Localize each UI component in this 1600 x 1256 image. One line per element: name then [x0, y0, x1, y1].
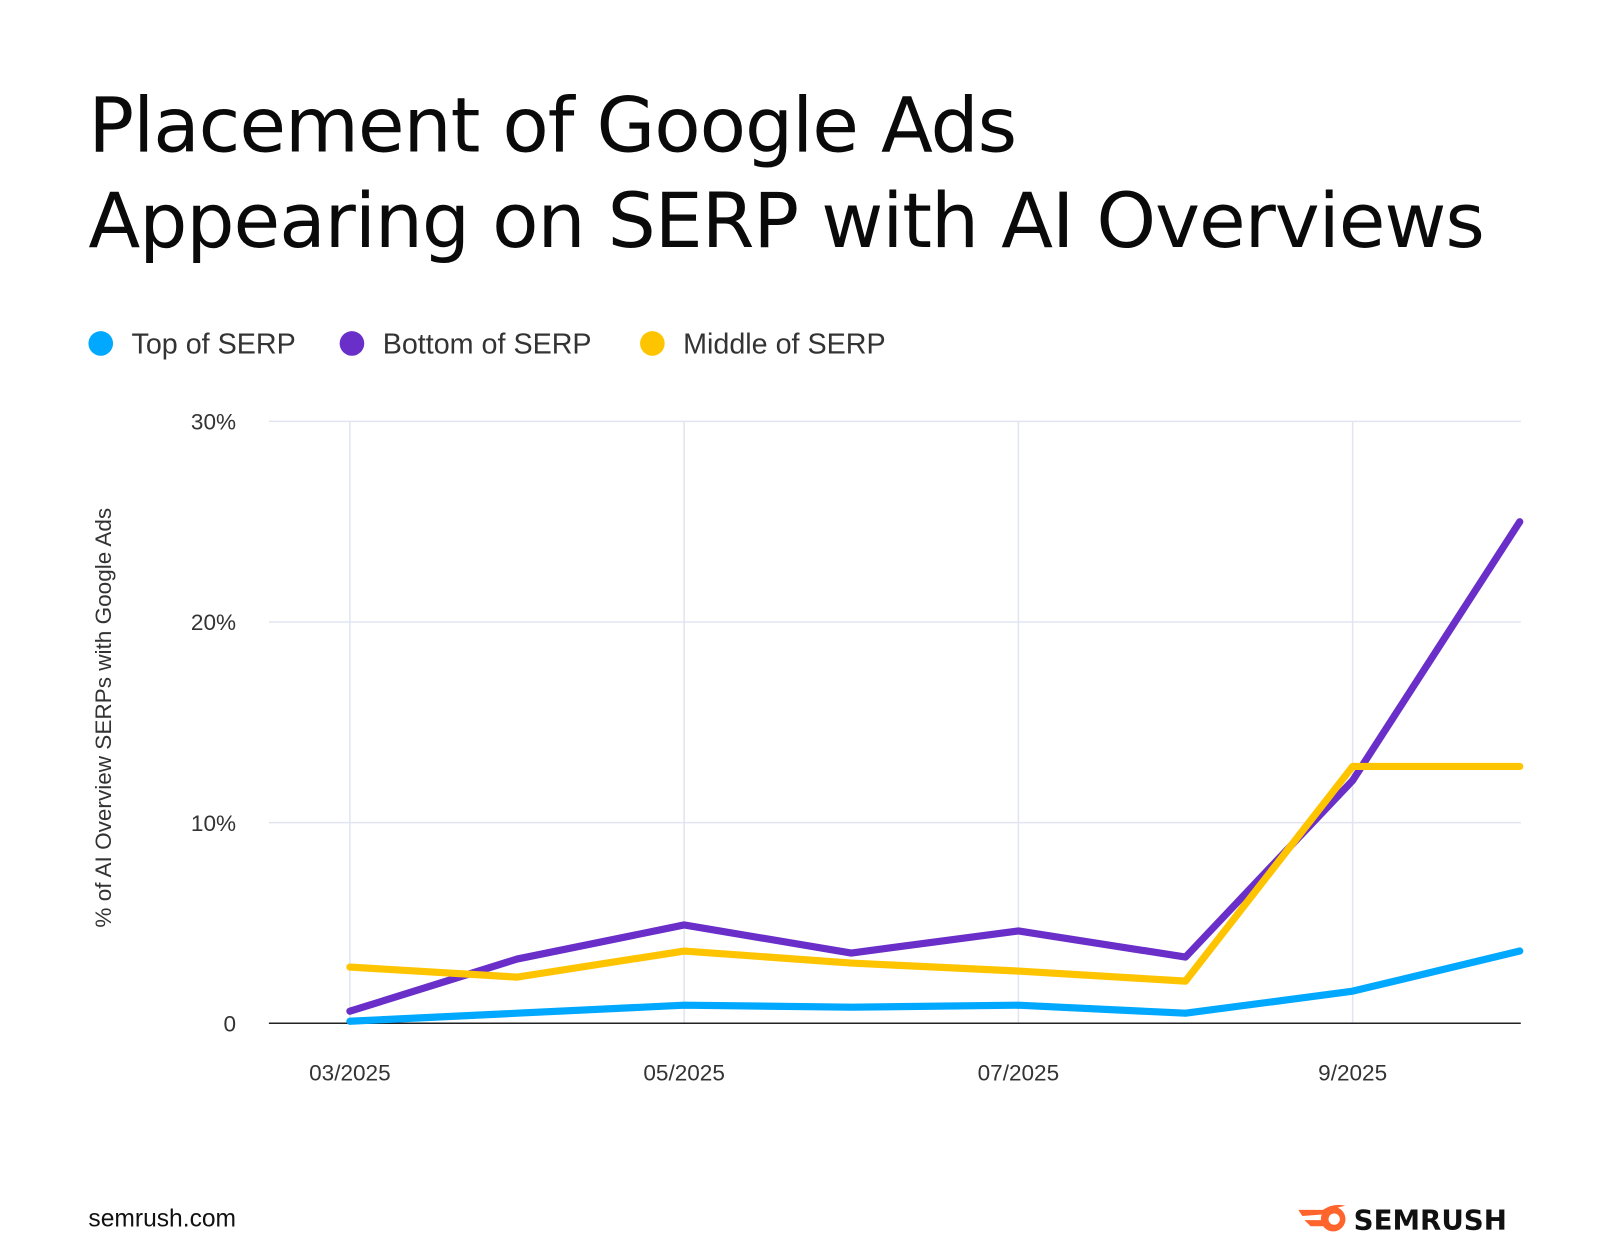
- chart-title-line-1: Placement of Google Ads: [88, 82, 1016, 170]
- legend-label: Bottom of SERP: [383, 329, 592, 361]
- y-tick-label: 10%: [191, 811, 236, 836]
- brand-name: SEMRUSH: [1354, 1203, 1507, 1236]
- semrush-logo: SEMRUSH: [1298, 1203, 1507, 1236]
- legend-label: Middle of SERP: [683, 329, 886, 361]
- series-line-top-of-serp: [346, 947, 1524, 1025]
- series-line-middle-of-serp: [346, 762, 1524, 985]
- y-tick-label: 30%: [191, 410, 236, 435]
- source-text: semrush.com: [88, 1205, 236, 1232]
- y-tick-label: 0: [224, 1011, 237, 1036]
- y-axis-label: % of AI Overview SERPs with Google Ads: [91, 508, 116, 928]
- y-tick-label: 20%: [191, 610, 236, 635]
- legend-marker: [640, 331, 665, 356]
- x-tick-label: 03/2025: [309, 1061, 391, 1086]
- legend-marker: [339, 331, 365, 356]
- series-line-bottom-of-serp: [346, 518, 1524, 1015]
- legend: Top of SERP Bottom of SERP Middle of SERP: [88, 329, 886, 361]
- grid: 0 10% 20% 30% 03/2025 05/2025 07/2025 9/2025: [191, 410, 1521, 1086]
- x-tick-label: 05/2025: [643, 1061, 725, 1086]
- series-lines: [346, 518, 1524, 1025]
- x-tick-label: 9/2025: [1318, 1061, 1387, 1086]
- semrush-flame-icon: [1298, 1204, 1346, 1232]
- chart-title-line-2: Appearing on SERP with AI Overviews: [88, 177, 1483, 265]
- legend-label: Top of SERP: [132, 329, 296, 361]
- legend-marker: [88, 331, 114, 356]
- x-tick-label: 07/2025: [978, 1061, 1060, 1086]
